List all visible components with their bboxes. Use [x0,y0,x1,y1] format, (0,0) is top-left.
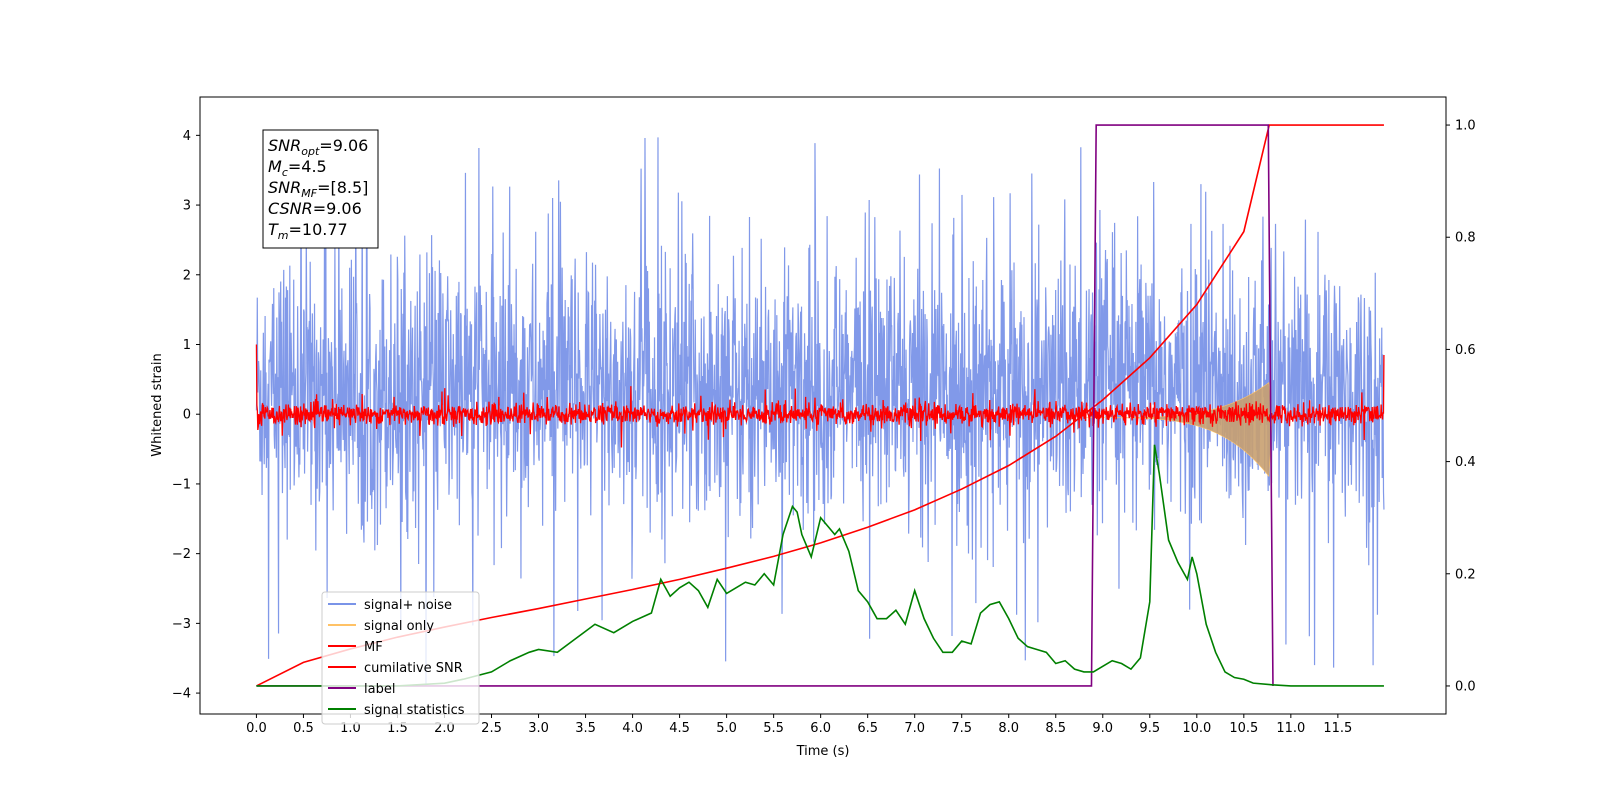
x-tick-label: 3.5 [575,721,596,736]
annotation-line: SNRMF=[8.5] [268,178,368,200]
x-tick-label: 10.0 [1182,721,1211,736]
x-axis: 0.0 0.5 1.0 1.5 2.0 2.5 3.0 3.5 4.0 4.5 5.0 5.5 6.0 6… [246,714,1352,736]
y2-tick-label: 0.8 [1455,231,1476,246]
y2-tick-label: 0.6 [1455,343,1476,358]
legend-label: signal only [364,619,434,634]
x-tick-label: 0.5 [293,721,314,736]
x-tick-label: 8.0 [998,721,1019,736]
annotation-line: CSNR=9.06 [268,199,362,218]
series-signal-noise-line [255,137,1385,687]
annotation-line: Mc=4.5 [268,157,327,179]
x-tick-label: 6.5 [857,721,878,736]
axes-frame [199,96,1447,715]
y-tick-label: 0 [183,408,191,423]
series-mf-line [255,344,1385,448]
legend-frame [321,591,480,725]
x-tick-label: 4.0 [622,721,643,736]
annotation-line: SNRopt=9.06 [268,136,368,158]
y-axis-left: 4 3 2 1 0 −1 −2 −3 −4 [172,129,200,702]
y2-tick-label: 0.0 [1455,679,1476,694]
legend: signal+ noise signal only MF cumilative SNR… [321,591,480,725]
annotation-box-frame [262,129,379,249]
legend-label: signal+ noise [364,598,452,613]
y-tick-label: −1 [172,477,191,492]
y-tick-label: 2 [183,268,191,283]
legend-label: MF [364,640,383,655]
x-tick-label: 9.5 [1139,721,1160,736]
x-axis-label: Time (s) [796,744,850,759]
x-tick-label: 2.0 [434,721,455,736]
series-signal-statistics-line [256,444,1384,687]
x-tick-label: 2.5 [481,721,502,736]
legend-label: signal statistics [364,703,465,718]
legend-label: cumilative SNR [364,661,463,676]
y2-tick-label: 0.2 [1455,567,1476,582]
y-tick-label: 3 [183,199,191,214]
x-tick-label: 3.0 [528,721,549,736]
series-label-line [256,124,1274,687]
x-tick-label: 9.0 [1092,721,1113,736]
y-axis-right: 1.0 0.8 0.6 0.4 0.2 0.0 [1446,119,1476,694]
y-tick-label: 1 [183,338,191,353]
x-tick-label: 1.5 [387,721,408,736]
x-tick-label: 7.0 [904,721,925,736]
y-tick-label: −3 [172,617,191,632]
x-tick-label: 4.5 [669,721,690,736]
annotation-line: Tm=10.77 [268,220,348,242]
x-tick-label: 8.5 [1045,721,1066,736]
x-tick-label: 11.5 [1323,721,1352,736]
y-tick-label: −4 [172,687,191,702]
legend-label: label [364,682,395,697]
x-tick-label: 5.5 [763,721,784,736]
x-tick-label: 1.0 [340,721,361,736]
plot-area [255,124,1385,687]
y2-tick-label: 0.4 [1455,455,1476,470]
x-tick-label: 11.0 [1276,721,1305,736]
y-tick-label: 4 [183,129,191,144]
y-tick-label: −2 [172,547,191,562]
y2-tick-label: 1.0 [1455,119,1476,134]
x-tick-label: 7.5 [951,721,972,736]
y-axis-label: Whitened strain [150,353,165,456]
x-tick-label: 5.0 [716,721,737,736]
x-tick-label: 10.5 [1229,721,1258,736]
x-tick-label: 6.0 [810,721,831,736]
x-tick-label: 0.0 [246,721,267,736]
